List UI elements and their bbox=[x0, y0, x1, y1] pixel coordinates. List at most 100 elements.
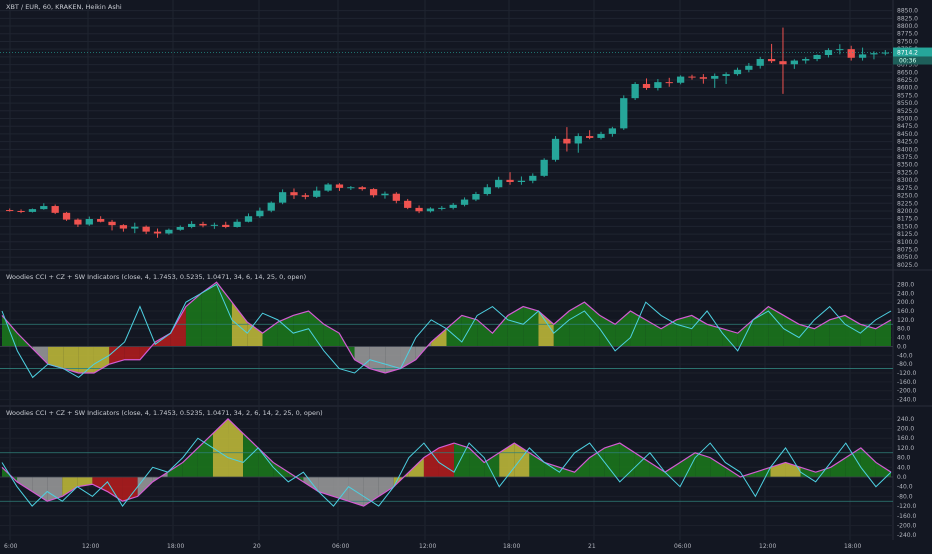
cci2-histogram-area bbox=[62, 477, 78, 497]
candle-body bbox=[813, 55, 821, 60]
price-tick-label: 8500.0 bbox=[897, 116, 918, 123]
price-tick-label: 8550.0 bbox=[897, 100, 918, 107]
cci2-histogram-area bbox=[182, 447, 198, 477]
candle-body bbox=[870, 53, 878, 55]
cci1-tick-label: 80.0 bbox=[897, 326, 911, 333]
cci1-histogram-area bbox=[691, 315, 708, 347]
cci2-tick-label: 240.0 bbox=[897, 416, 914, 423]
cci2-histogram-area bbox=[695, 452, 711, 477]
cci1-tick-label: 280.0 bbox=[897, 281, 914, 288]
candle-body bbox=[529, 175, 537, 181]
cci2-tick-label: 200.0 bbox=[897, 426, 914, 433]
cci2-histogram-area bbox=[619, 443, 635, 477]
cci1-histogram-area bbox=[676, 315, 692, 347]
cci1-histogram-area bbox=[262, 322, 278, 347]
candle-body bbox=[187, 223, 196, 228]
countdown-tag bbox=[893, 56, 932, 65]
cci2-histogram-area bbox=[514, 443, 530, 477]
price-tick-label: 8225.0 bbox=[897, 200, 918, 207]
candle-body bbox=[756, 59, 764, 66]
price-tick-label: 8275.0 bbox=[897, 185, 918, 192]
cci2-histogram-area bbox=[303, 477, 319, 492]
candle-body bbox=[199, 223, 207, 226]
candle-body bbox=[676, 76, 685, 83]
cci1-histogram-area bbox=[369, 346, 386, 373]
candle-body bbox=[688, 76, 696, 78]
last-price-label: 8714.2 bbox=[897, 50, 918, 57]
cci1-tick-label: 240.0 bbox=[897, 290, 914, 297]
cci1-histogram-area bbox=[63, 346, 79, 373]
cci2-histogram-area bbox=[574, 457, 590, 477]
cci1-histogram-area bbox=[323, 324, 340, 347]
cci1-tick-label: -80.0 bbox=[897, 361, 913, 368]
candle-body bbox=[802, 59, 810, 61]
price-tick-label: 8625.0 bbox=[897, 77, 918, 84]
time-tick-label: 20 bbox=[253, 543, 261, 550]
candle-body bbox=[733, 69, 742, 75]
cci2-histogram-area bbox=[559, 467, 575, 477]
candle-body bbox=[847, 49, 855, 58]
cci2-histogram-area bbox=[680, 452, 696, 477]
cci1-histogram-area bbox=[47, 346, 64, 369]
cci2-histogram-area bbox=[800, 467, 816, 477]
panel2-title: Woodies CCI + CZ + SW Indicators (close,… bbox=[6, 273, 307, 281]
cci1-histogram-area bbox=[293, 311, 309, 347]
cci1-histogram-area bbox=[829, 315, 846, 347]
cci2-histogram-area bbox=[423, 447, 439, 477]
candle-body bbox=[278, 192, 287, 203]
candle-body bbox=[267, 202, 275, 211]
last-price-tag bbox=[893, 47, 932, 57]
cci1-tick-label: 160.0 bbox=[897, 308, 914, 315]
cci2-histogram-area bbox=[589, 447, 605, 477]
cci2-tick-label: 160.0 bbox=[897, 435, 914, 442]
cci2-histogram-area bbox=[710, 457, 726, 477]
cci1-histogram-area bbox=[385, 346, 401, 373]
cci1-histogram-area bbox=[845, 315, 861, 347]
price-tick-label: 8525.0 bbox=[897, 108, 918, 115]
candle-body bbox=[392, 193, 400, 201]
cci1-histogram-area bbox=[78, 346, 94, 373]
cci2-histogram-area bbox=[47, 477, 63, 502]
cci1-histogram-area bbox=[553, 311, 570, 347]
price-tick-label: 8825.0 bbox=[897, 15, 918, 22]
cci1-histogram-area bbox=[400, 346, 416, 369]
candle-body bbox=[415, 207, 423, 212]
candle-body bbox=[85, 218, 93, 225]
price-tick-label: 8200.0 bbox=[897, 208, 918, 215]
candle-body bbox=[790, 60, 798, 65]
cci2-tick-label: -160.0 bbox=[897, 513, 917, 520]
candle-body bbox=[665, 82, 673, 84]
price-tick-label: 8125.0 bbox=[897, 231, 918, 238]
cci2-histogram-area bbox=[378, 477, 394, 497]
cci2-tick-label: -120.0 bbox=[897, 503, 917, 510]
price-tick-label: 8600.0 bbox=[897, 85, 918, 92]
cci1-histogram-area bbox=[109, 346, 125, 365]
cci1-histogram-area bbox=[247, 322, 263, 347]
price-tick-label: 8675.0 bbox=[897, 62, 918, 69]
candle-body bbox=[836, 49, 844, 51]
cci1-histogram-area bbox=[768, 306, 784, 347]
cci2-histogram-area bbox=[212, 418, 229, 477]
candle-body bbox=[426, 208, 435, 212]
candle-body bbox=[290, 192, 298, 196]
cci1-histogram-area bbox=[308, 311, 324, 347]
cci2-histogram-area bbox=[228, 418, 244, 477]
cci1-cci-line bbox=[1, 283, 892, 379]
candle-body bbox=[131, 226, 139, 229]
cci2-tick-label: -40.0 bbox=[897, 484, 913, 491]
cci2-histogram-area bbox=[318, 477, 334, 497]
candle-body bbox=[722, 74, 730, 76]
price-tick-label: 8025.0 bbox=[897, 262, 918, 269]
candle-body bbox=[699, 77, 708, 79]
cci1-histogram-area bbox=[477, 319, 493, 347]
candle-body bbox=[631, 83, 639, 99]
time-tick-label: 06:00 bbox=[332, 543, 349, 550]
price-tick-label: 8350.0 bbox=[897, 162, 918, 169]
candle-body bbox=[210, 224, 219, 226]
candle-body bbox=[586, 136, 594, 138]
candle-body bbox=[40, 206, 48, 210]
candle-body bbox=[642, 83, 651, 88]
symbol-title: XBT / EUR, 60, KRAKEN, Heikin Ashi bbox=[6, 3, 122, 11]
